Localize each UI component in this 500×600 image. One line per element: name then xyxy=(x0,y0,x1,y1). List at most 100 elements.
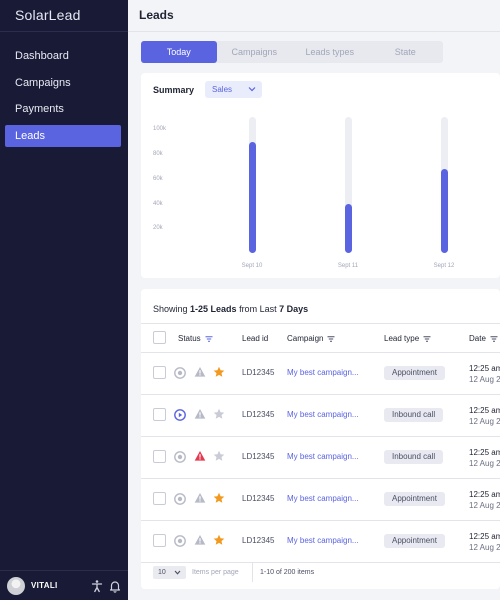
y-tick-label: 40k xyxy=(153,200,163,207)
campaign-link[interactable]: My best campaign... xyxy=(287,494,359,503)
tab-state[interactable]: State xyxy=(394,47,416,57)
row-checkbox[interactable] xyxy=(153,492,166,505)
lead-date: 12 Aug 2 xyxy=(469,375,500,384)
items-per-page-select[interactable]: 10 xyxy=(153,566,186,579)
bar-sept-11[interactable] xyxy=(344,203,352,253)
lead-id: LD12345 xyxy=(242,536,275,545)
row-checkbox[interactable] xyxy=(153,534,166,547)
lead-time: 12:25 am xyxy=(469,364,500,373)
star-icon[interactable] xyxy=(213,450,225,462)
bell-icon[interactable] xyxy=(108,579,122,593)
sidebar-item-leads[interactable]: Leads xyxy=(5,124,121,147)
lead-time: 12:25 am xyxy=(469,448,500,457)
lead-date: 12 Aug 2 xyxy=(469,459,500,468)
lead-type-tag: Appointment xyxy=(384,534,445,548)
row-checkbox[interactable] xyxy=(153,366,166,379)
column-header-campaign[interactable]: Campaign xyxy=(287,334,335,343)
lead-date: 12 Aug 2 xyxy=(469,543,500,552)
bar-track xyxy=(344,117,352,253)
summary-chart: 100k 80k 60k 40k 20k Sept 10 Sept 11 Sept 12 xyxy=(141,73,500,278)
row-divider xyxy=(141,562,500,563)
leads-card: Showing 1-25 Leads from Last 7 Days Stat… xyxy=(141,289,500,589)
warning-icon xyxy=(194,366,206,378)
lead-id: LD12345 xyxy=(242,494,275,503)
row-checkbox[interactable] xyxy=(153,408,166,421)
star-icon[interactable] xyxy=(213,534,225,546)
lead-type-tag: Inbound call xyxy=(384,450,444,464)
sidebar: SolarLead Dashboard Campaigns Payments Lead… xyxy=(0,0,128,600)
tab-leads-types[interactable]: Leads types xyxy=(305,47,355,57)
y-tick-label: 80k xyxy=(153,151,163,158)
table-divider xyxy=(141,352,500,353)
sidebar-nav: Dashboard Campaigns Payments Leads xyxy=(5,45,121,151)
row-divider xyxy=(141,520,500,521)
accessibility-icon[interactable] xyxy=(90,579,104,593)
column-header-date[interactable]: Date xyxy=(469,334,498,343)
campaign-link[interactable]: My best campaign... xyxy=(287,536,359,545)
warning-icon xyxy=(194,450,206,462)
star-icon[interactable] xyxy=(213,366,225,378)
x-tick-label: Sept 11 xyxy=(337,263,359,269)
brand-logo: SolarLead xyxy=(15,7,81,23)
filter-tabs: Today Campaigns Leads types State xyxy=(141,41,443,63)
status-circle-icon[interactable] xyxy=(174,493,186,505)
items-count: 1-10 of 200 items xyxy=(260,569,315,576)
column-header-lead-type[interactable]: Lead type xyxy=(384,334,431,343)
lead-type-tag: Appointment xyxy=(384,492,445,506)
leads-showing-text: Showing 1-25 Leads from Last 7 Days xyxy=(153,304,309,314)
user-name: VITALI xyxy=(31,581,58,590)
warning-icon xyxy=(194,534,206,546)
lead-time: 12:25 am xyxy=(469,490,500,499)
lead-time: 12:25 am xyxy=(469,532,500,541)
bar-sept-12[interactable] xyxy=(440,168,448,253)
row-checkbox[interactable] xyxy=(153,450,166,463)
lead-type-tag: Inbound call xyxy=(384,408,444,422)
page-title: Leads xyxy=(139,8,174,22)
lead-time: 12:25 am xyxy=(469,406,500,415)
avatar[interactable] xyxy=(7,577,25,595)
x-tick-label: Sept 12 xyxy=(433,263,455,269)
summary-title: Summary xyxy=(153,85,195,95)
tab-campaigns[interactable]: Campaigns xyxy=(231,47,278,57)
pager-divider xyxy=(252,562,253,582)
header-divider xyxy=(128,31,500,32)
lead-date: 12 Aug 2 xyxy=(469,417,500,426)
campaign-link[interactable]: My best campaign... xyxy=(287,368,359,377)
sidebar-item-payments[interactable]: Payments xyxy=(15,103,64,115)
sidebar-item-dashboard[interactable]: Dashboard xyxy=(15,50,69,62)
filter-icon xyxy=(423,336,431,342)
lead-type-tag: Appointment xyxy=(384,366,445,380)
bar-sept-10[interactable] xyxy=(248,141,256,253)
summary-filter-value: Sales xyxy=(212,85,233,94)
column-header-status[interactable]: Status xyxy=(178,334,213,343)
row-divider xyxy=(141,478,500,479)
sidebar-item-campaigns[interactable]: Campaigns xyxy=(15,76,71,89)
lead-id: LD12345 xyxy=(242,452,275,461)
chevron-down-icon xyxy=(174,570,181,575)
summary-card: 100k 80k 60k 40k 20k Sept 10 Sept 11 Sept 12 Su… xyxy=(141,73,500,278)
lead-id: LD12345 xyxy=(242,410,275,419)
status-circle-icon[interactable] xyxy=(174,535,186,547)
status-circle-icon[interactable] xyxy=(174,451,186,463)
table-divider xyxy=(141,323,500,324)
y-tick-label: 100k xyxy=(153,126,167,133)
lead-id: LD12345 xyxy=(242,368,275,377)
x-tick-label: Sept 10 xyxy=(241,263,263,269)
filter-icon xyxy=(327,336,335,342)
y-tick-label: 20k xyxy=(153,225,163,232)
filter-icon xyxy=(205,336,213,342)
campaign-link[interactable]: My best campaign... xyxy=(287,410,359,419)
filter-icon xyxy=(490,336,498,342)
lead-date: 12 Aug 2 xyxy=(469,501,500,510)
status-circle-icon[interactable] xyxy=(174,367,186,379)
campaign-link[interactable]: My best campaign... xyxy=(287,452,359,461)
star-icon[interactable] xyxy=(213,408,225,420)
tab-today[interactable]: Today xyxy=(141,41,217,63)
play-circle-icon[interactable] xyxy=(174,409,186,421)
summary-filter-select[interactable]: Sales xyxy=(205,81,262,98)
items-per-page-label: Items per page xyxy=(192,569,239,576)
select-all-checkbox[interactable] xyxy=(153,331,166,344)
row-divider xyxy=(141,436,500,437)
star-icon[interactable] xyxy=(213,492,225,504)
column-header-lead-id[interactable]: Lead id xyxy=(242,334,269,343)
